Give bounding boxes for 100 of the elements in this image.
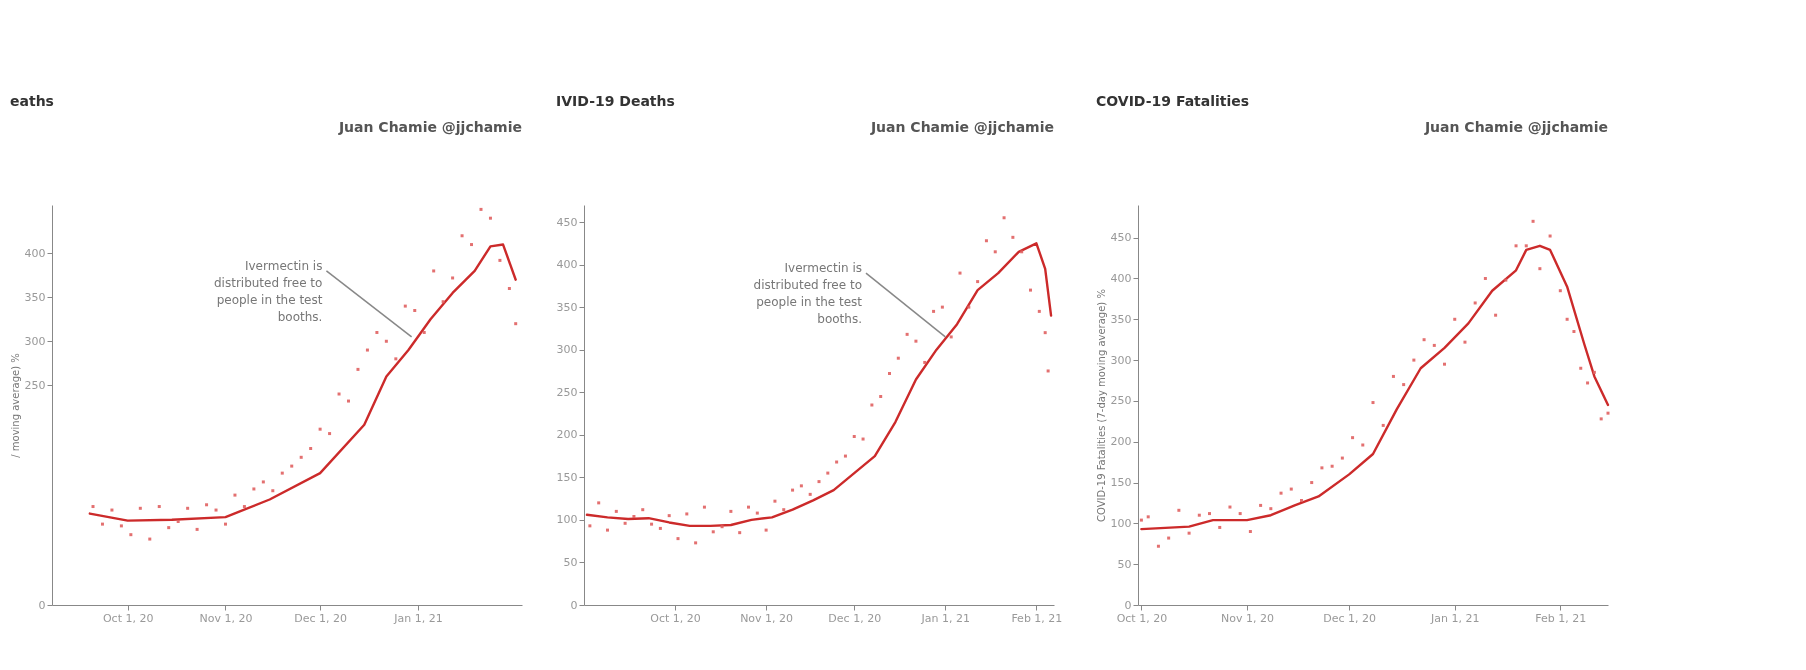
y-tick-label: 50 <box>563 555 578 569</box>
y-tick-label: 0 <box>38 598 46 612</box>
point <box>337 392 341 396</box>
point <box>949 335 953 339</box>
point <box>356 367 360 371</box>
point <box>488 216 492 220</box>
point <box>720 525 724 529</box>
y-axis-title: / moving average) % <box>9 353 21 458</box>
point <box>1351 436 1355 440</box>
point <box>993 250 997 254</box>
chart-title: COVID-19 Fatalities <box>1096 93 1250 109</box>
y-tick-label: 0 <box>570 598 578 612</box>
point <box>91 505 95 509</box>
point <box>119 524 123 528</box>
y-tick-label: 300 <box>24 334 46 348</box>
point <box>233 493 237 497</box>
point <box>403 304 407 308</box>
point <box>958 271 962 275</box>
point <box>100 522 104 526</box>
point <box>318 427 322 431</box>
point <box>1504 278 1508 282</box>
point <box>932 309 936 313</box>
point <box>1579 366 1583 370</box>
point <box>817 480 821 484</box>
y-tick-label: 350 <box>1110 312 1132 326</box>
point <box>658 526 662 530</box>
point <box>632 514 636 518</box>
point <box>791 488 795 492</box>
y-tick-label: 450 <box>556 215 578 229</box>
point <box>782 508 786 512</box>
x-tick-label: Jan 1, 21 <box>920 611 971 625</box>
text: Juan Chamie @jjchamie <box>337 119 522 135</box>
point <box>1279 491 1283 495</box>
point <box>1483 276 1487 280</box>
y-tick-label: 150 <box>1110 476 1132 490</box>
point <box>242 505 246 509</box>
point <box>110 508 114 512</box>
point <box>1269 507 1273 511</box>
point <box>1371 401 1375 405</box>
text: Juan Chamie @jjchamie <box>869 119 1054 135</box>
point <box>1310 481 1314 485</box>
y-tick-label: 250 <box>556 385 578 399</box>
point <box>186 506 190 510</box>
x-tick-label: Dec 1, 20 <box>1323 611 1377 625</box>
point <box>261 480 265 484</box>
point <box>422 330 426 334</box>
y-tick-label: 250 <box>1110 394 1132 408</box>
chart-title: eaths <box>10 93 54 109</box>
point <box>252 487 256 491</box>
point <box>1037 309 1041 313</box>
point <box>923 360 927 364</box>
point <box>976 280 980 284</box>
point <box>309 447 313 451</box>
y-tick-label: 350 <box>556 300 578 314</box>
point <box>984 239 988 243</box>
point <box>1531 219 1535 223</box>
point <box>1187 531 1191 535</box>
point <box>1361 443 1365 447</box>
point <box>507 287 511 291</box>
point <box>451 276 455 280</box>
point <box>641 508 645 512</box>
point <box>441 300 445 304</box>
point <box>1538 267 1542 271</box>
point <box>514 322 518 326</box>
point <box>1299 499 1303 503</box>
point <box>896 356 900 360</box>
point <box>888 372 891 376</box>
point <box>1572 330 1576 334</box>
x-tick-label: Nov 1, 20 <box>199 611 253 625</box>
point <box>1289 487 1293 491</box>
y-tick-label: 150 <box>556 470 578 484</box>
y-tick-label: 100 <box>1110 516 1132 530</box>
point <box>879 394 883 398</box>
point <box>214 508 218 512</box>
point <box>1592 370 1596 374</box>
point <box>1402 383 1406 387</box>
chart-title: IVID-19 Deaths <box>556 93 675 109</box>
point <box>861 437 865 441</box>
line-series <box>88 243 517 522</box>
point <box>764 528 768 532</box>
y-tick-label: 400 <box>556 258 578 272</box>
point <box>685 512 689 516</box>
point <box>738 531 742 535</box>
point <box>1422 338 1426 342</box>
point <box>1473 301 1477 305</box>
point <box>1340 456 1344 460</box>
y-tick-label: 200 <box>1110 435 1132 449</box>
y-axis-title: COVID-19 Fatalities (7-day moving average) % <box>1095 289 1107 522</box>
point <box>479 207 483 211</box>
point <box>1463 340 1467 344</box>
point <box>747 505 750 509</box>
y-tick-label: 400 <box>24 246 46 260</box>
point <box>167 526 171 530</box>
x-tick-label: Feb 1, 21 <box>1535 611 1587 625</box>
point <box>606 528 609 532</box>
point <box>597 501 601 505</box>
point <box>843 454 847 458</box>
point <box>1139 518 1143 522</box>
point <box>1146 515 1150 519</box>
x-tick-label: Jan 1, 21 <box>1430 611 1480 625</box>
